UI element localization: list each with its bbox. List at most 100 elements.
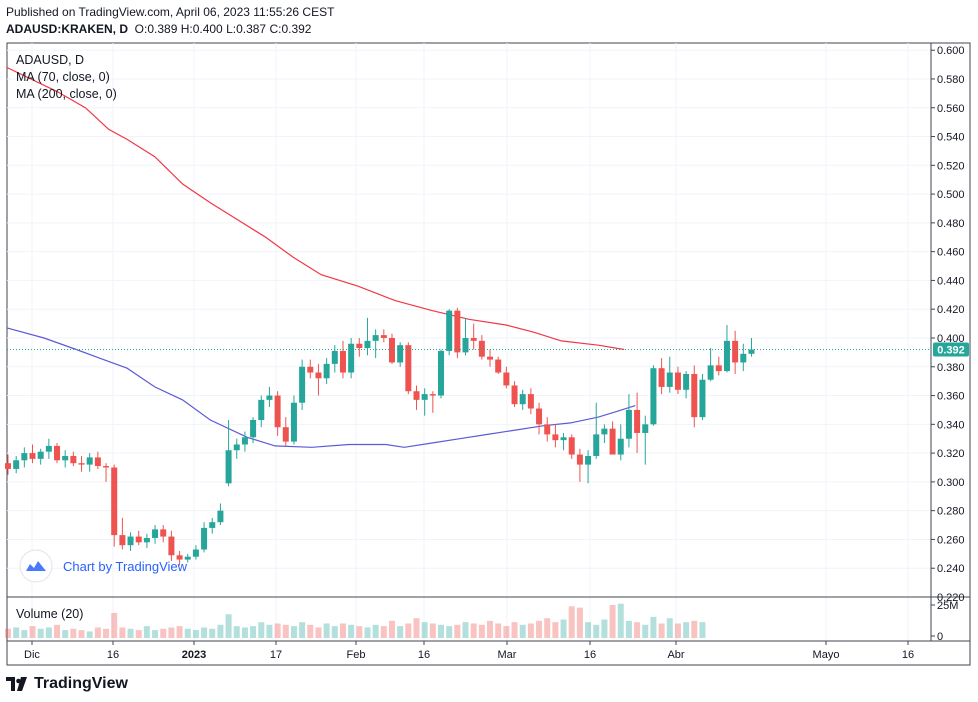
legend-symbol: ADAUSD, D [16, 53, 84, 67]
price-tick-label: 0.400 [937, 333, 965, 345]
time-tick-label: Mayo [813, 649, 840, 661]
volume-bar [184, 628, 191, 638]
volume-bar [315, 627, 322, 638]
volume-bar [78, 630, 85, 638]
candle-body [372, 335, 379, 341]
volume-bar [86, 631, 93, 638]
candle-body [86, 457, 93, 465]
candle-body [241, 437, 248, 445]
legend-ma70[interactable]: MA (70, close, 0) [16, 70, 110, 84]
time-tick-label: Mar [498, 649, 517, 661]
candle-body [421, 394, 428, 400]
candle-body [388, 337, 395, 363]
candle-body [568, 437, 575, 455]
volume-bar [94, 627, 101, 638]
price-chart[interactable]: 0.600 0.580 0.560 0.540 0.520 0.500 0.480 0.460… [0, 0, 978, 668]
tradingview-logo-icon [6, 677, 27, 691]
candle-body [103, 466, 110, 468]
volume-bar [634, 622, 641, 638]
symbol-ohlc: ADAUSD:KRAKEN, D O:0.389 H:0.400 L:0.387… [6, 22, 311, 36]
volume-label: Volume (20) [16, 607, 83, 621]
volume-bar [527, 623, 534, 638]
volume-scale[interactable]: 25M 0 [931, 600, 958, 643]
candle-body [609, 428, 616, 455]
volume-bar [413, 618, 420, 638]
price-tick-label: 0.380 [937, 362, 965, 374]
candle-body [282, 427, 289, 442]
volume-bar [29, 626, 36, 638]
candle-body [217, 510, 224, 523]
volume-bar [438, 624, 445, 638]
volume-bar [429, 623, 436, 638]
volume-bar [307, 624, 314, 638]
grid [7, 43, 931, 641]
candle-body [380, 335, 387, 338]
candle-body [593, 434, 600, 456]
candle-body [201, 527, 208, 550]
volume-tick-label: 25M [937, 600, 958, 612]
candle-body [176, 555, 183, 560]
brand-name: TradingView [34, 675, 128, 692]
volume-bar [511, 622, 518, 638]
price-tick-label: 0.300 [937, 477, 965, 489]
candle-body [748, 349, 755, 354]
volume-bar [225, 614, 232, 638]
candle-body [266, 395, 273, 400]
legend-ma200[interactable]: MA (200, close, 0) [16, 87, 117, 101]
price-tick-label: 0.240 [937, 563, 965, 575]
volume-bar [152, 630, 159, 638]
volume-bar [568, 606, 575, 638]
candle-body [674, 372, 681, 390]
tradingview-brand[interactable]: TradingView [6, 674, 128, 694]
candle-body [233, 444, 240, 451]
volume-bar [650, 616, 657, 638]
candle-body [552, 434, 559, 441]
candle-body [740, 353, 747, 363]
price-scale[interactable]: 0.600 0.580 0.560 0.540 0.520 0.500 0.480 0.460… [931, 45, 965, 604]
volume-bar [217, 624, 224, 638]
volume-bar [421, 622, 428, 638]
last-price-box [933, 342, 969, 357]
symbol-name: ADAUSD:KRAKEN, D [6, 22, 128, 36]
volume-bar [666, 618, 673, 638]
volume-bar [478, 624, 485, 638]
volume-bar [503, 626, 510, 638]
candles [5, 307, 755, 566]
candle-body [290, 402, 297, 442]
time-tick-label: 2023 [182, 649, 206, 661]
volume-bar [70, 628, 77, 638]
candle-body [438, 350, 445, 396]
price-tick-label: 0.440 [937, 275, 965, 287]
candle-body [5, 463, 11, 469]
candle-body [364, 340, 371, 349]
candle-body [429, 394, 436, 396]
price-tick-label: 0.560 [937, 103, 965, 115]
candle-body [454, 310, 461, 353]
volume-bar [674, 623, 681, 638]
candle-body [209, 522, 216, 528]
volume-bar [536, 620, 543, 638]
time-tick-label: 16 [418, 649, 430, 661]
candle-body [446, 310, 453, 351]
candle-body [658, 368, 665, 387]
price-tick-label: 0.220 [937, 592, 965, 604]
volume-bar [176, 626, 183, 638]
candle-body [225, 450, 232, 484]
candle-body [683, 373, 690, 390]
watermark-text: Chart by TradingView [63, 559, 188, 574]
candle-body [601, 428, 608, 435]
candle-body [617, 438, 624, 455]
candle-body [356, 343, 363, 349]
candle-body [560, 437, 567, 441]
candle-body [111, 467, 118, 536]
tradingview-watermark[interactable]: Chart by TradingView [19, 549, 188, 583]
volume-bar [617, 603, 624, 638]
volume-bar [601, 619, 608, 638]
volume-bar [111, 612, 118, 638]
volume-bar [552, 622, 559, 638]
time-scale[interactable]: Dic 16 2023 17 Feb 16 Mar 16 Abr Mayo 16 [24, 641, 914, 661]
volume-bar [282, 624, 289, 638]
candle-body [478, 340, 485, 357]
candle-body [405, 345, 412, 392]
candle-body [519, 394, 526, 405]
